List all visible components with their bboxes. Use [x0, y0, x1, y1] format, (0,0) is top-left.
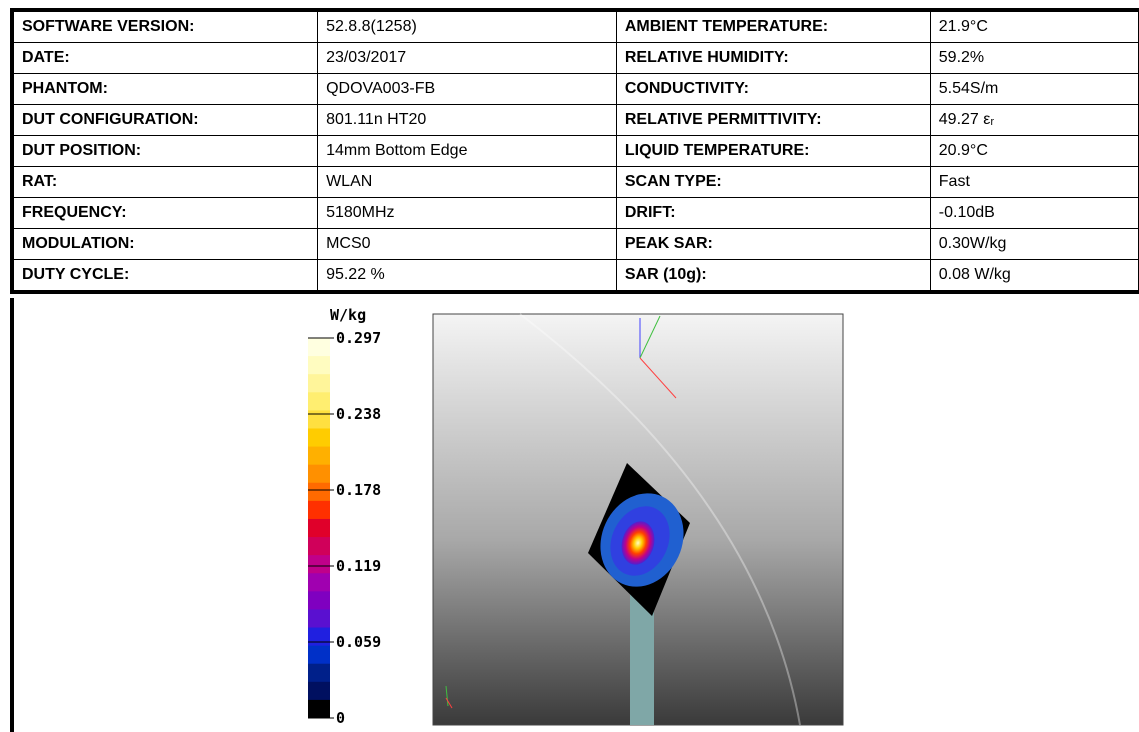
phantom-edge: [519, 313, 801, 726]
field-value: WLAN: [317, 166, 617, 198]
field-label: RAT:: [10, 166, 319, 198]
field-label: RELATIVE HUMIDITY:: [615, 42, 931, 74]
table-row: DATE: 23/03/2017 RELATIVE HUMIDITY: 59.2%: [10, 42, 1139, 74]
scale-band: [308, 356, 330, 375]
scale-band: [308, 699, 330, 719]
table-row: MODULATION: MCS0 PEAK SAR: 0.30W/kg: [10, 228, 1139, 260]
scale-band: [308, 446, 330, 466]
axis: [445, 697, 453, 709]
field-label: SOFTWARE VERSION:: [10, 8, 319, 43]
scale-band: [308, 482, 330, 502]
color-scale: W/kg 0.297 0.238 0.178 0.119 0.059 0: [308, 306, 381, 727]
scale-label: 0.059: [336, 633, 381, 651]
field-label: RELATIVE PERMITTIVITY:: [615, 104, 931, 136]
scale-label: 0.297: [336, 329, 381, 347]
scale-label: 0.238: [336, 405, 381, 423]
scale-unit: W/kg: [330, 306, 366, 324]
field-value: 20.9°C: [929, 135, 1139, 167]
field-label: DUT POSITION:: [10, 135, 319, 167]
field-value: QDOVA003-FB: [317, 73, 617, 105]
scale-band: [308, 518, 330, 538]
field-value: 52.8.8(1258): [317, 8, 617, 43]
field-label: MODULATION:: [10, 228, 319, 260]
table-row: FREQUENCY: 5180MHz DRIFT: -0.10dB: [10, 197, 1139, 229]
field-value: -0.10dB: [929, 197, 1139, 229]
scale-band: [308, 663, 330, 683]
scale-band: [308, 374, 330, 393]
field-value: Fast: [929, 166, 1139, 198]
field-value: 5.54S/m: [929, 73, 1139, 105]
field-label: SCAN TYPE:: [615, 166, 931, 198]
scale-band: [308, 609, 330, 629]
scale-band: [308, 464, 330, 484]
field-label: CONDUCTIVITY:: [615, 73, 931, 105]
scale-band: [308, 627, 330, 647]
scale-band: [308, 645, 330, 665]
field-value: 21.9°C: [929, 8, 1139, 43]
axis: [445, 685, 449, 707]
field-label: DRIFT:: [615, 197, 931, 229]
axis: [639, 357, 677, 399]
field-label: DUTY CYCLE:: [10, 259, 319, 294]
table-row: DUTY CYCLE: 95.22 % SAR (10g): 0.08 W/kg: [10, 259, 1139, 294]
field-label: SAR (10g):: [615, 259, 931, 294]
field-value: 23/03/2017: [317, 42, 617, 74]
sar-figure: W/kg 0.297 0.238 0.178 0.119 0.059 0: [10, 298, 844, 732]
scale-label: 0.178: [336, 481, 381, 499]
field-value: MCS0: [317, 228, 617, 260]
field-value: 95.22 %: [317, 259, 617, 294]
axis: [639, 315, 661, 359]
scale-band: [308, 392, 330, 411]
field-value: 0.30W/kg: [929, 228, 1139, 260]
field-label: LIQUID TEMPERATURE:: [615, 135, 931, 167]
field-value: 59.2%: [929, 42, 1139, 74]
scale-label: 0: [336, 709, 345, 727]
scale-band: [308, 573, 330, 592]
field-label: PHANTOM:: [10, 73, 319, 105]
field-value: 801.11n HT20: [317, 104, 617, 136]
table-row: DUT CONFIGURATION: 801.11n HT20 RELATIVE P…: [10, 104, 1139, 136]
scale-label: 0.119: [336, 557, 381, 575]
scale-band: [308, 555, 330, 574]
table-row: RAT: WLAN SCAN TYPE: Fast: [10, 166, 1139, 198]
scale-band: [308, 537, 330, 556]
field-label: PEAK SAR:: [615, 228, 931, 260]
field-value: 0.08 W/kg: [929, 259, 1139, 294]
left-border: [10, 298, 14, 732]
field-label: AMBIENT TEMPERATURE:: [615, 8, 931, 43]
scale-band: [308, 591, 330, 610]
field-value: 5180MHz: [317, 197, 617, 229]
field-value: 14mm Bottom Edge: [317, 135, 617, 167]
scale-band: [308, 338, 330, 357]
scale-band: [308, 428, 330, 448]
field-label: FREQUENCY:: [10, 197, 319, 229]
sar-image: [432, 313, 844, 726]
table-row: SOFTWARE VERSION: 52.8.8(1258) AMBIENT TEM…: [10, 8, 1139, 43]
table-row: DUT POSITION: 14mm Bottom Edge LIQUID TEMP…: [10, 135, 1139, 167]
hotspot: [621, 521, 655, 565]
info-table: SOFTWARE VERSION: 52.8.8(1258) AMBIENT TEM…: [10, 8, 1139, 294]
scale-band: [308, 500, 330, 520]
field-label: DUT CONFIGURATION:: [10, 104, 319, 136]
field-value: 49.27 εᵣ: [929, 104, 1139, 136]
field-label: DATE:: [10, 42, 319, 74]
scale-band: [308, 681, 330, 701]
table-row: PHANTOM: QDOVA003-FB CONDUCTIVITY: 5.54S/m: [10, 73, 1139, 105]
scale-band: [308, 410, 330, 429]
